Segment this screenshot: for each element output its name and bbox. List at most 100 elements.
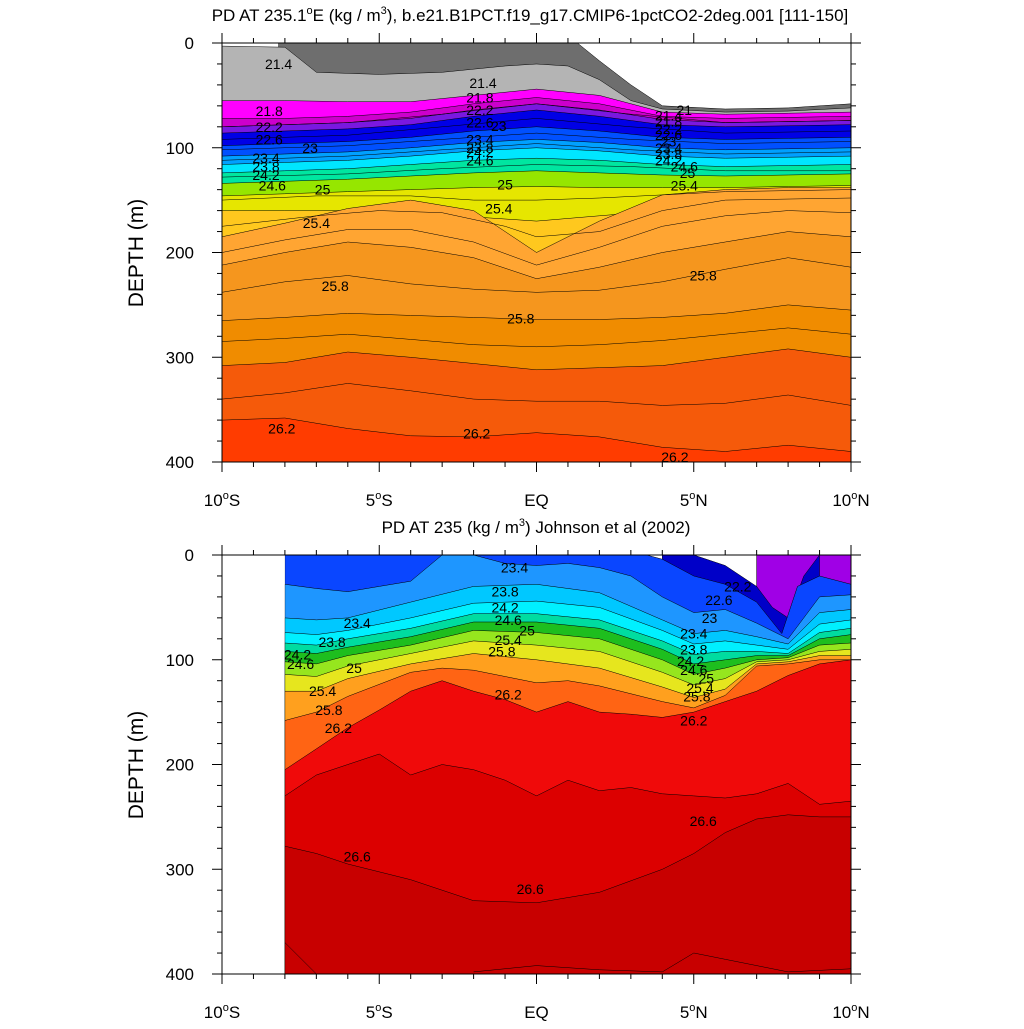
contour-line-7 — [222, 210, 851, 266]
contour-label-13: 22.2 — [466, 102, 493, 118]
contour-label-23: 25 — [699, 671, 715, 687]
x-tick-label: 10oN — [832, 1002, 869, 1022]
contour-label-3: 22.2 — [256, 119, 283, 135]
contour-label-10: 25 — [315, 182, 331, 198]
contour-label-3: 24.6 — [287, 656, 314, 672]
contour-label-5: 25.4 — [309, 683, 336, 699]
contour-line-3 — [222, 143, 851, 161]
axes-observations: 0 100 200 300 400 10oS 5oS EQ 5oN 10oN — [166, 545, 870, 1022]
contour-line-0 — [222, 103, 851, 128]
y-tick-label: 300 — [166, 860, 194, 879]
contour-label-22: 24.6 — [680, 662, 707, 678]
contour-label-12: 25 — [519, 622, 535, 638]
contour-label-19: 23.4 — [680, 626, 707, 642]
contour-label-6: 25.8 — [315, 702, 342, 718]
x-tick-label: 10oN — [832, 490, 869, 510]
contour-lines-model — [222, 103, 851, 406]
contour-label-37: 26.2 — [268, 421, 295, 437]
contour-label-15: 23 — [491, 118, 507, 134]
contour-label-29: 23.8 — [655, 146, 682, 162]
contour-label-28: 23.4 — [655, 140, 682, 156]
contour-label-12: 21.8 — [466, 90, 493, 106]
contour-label-5: 23 — [302, 140, 318, 156]
y-tick-label: 400 — [166, 453, 194, 472]
contour-lines-observations — [284, 942, 851, 974]
contour-label-9: 23.8 — [491, 584, 518, 600]
contour-label-18: 23 — [702, 610, 718, 626]
contour-label-21: 24.2 — [677, 653, 704, 669]
y-tick-label: 400 — [166, 965, 194, 984]
contour-label-16: 23.4 — [466, 131, 493, 147]
contour-label-19: 24.6 — [466, 152, 493, 168]
contour-label-27: 23 — [661, 134, 677, 150]
contour-label-11: 24.6 — [495, 612, 522, 628]
contour-label-14: 25.8 — [488, 643, 515, 659]
contour-label-11: 25.4 — [303, 215, 330, 231]
contour-labels-observations: 23.423.824.224.6 2525.425.826.223.423.824… — [284, 560, 752, 898]
contour-label-0: 23.4 — [344, 615, 371, 631]
contour-line-9 — [222, 327, 851, 348]
contour-label-4: 25 — [346, 660, 362, 676]
contour-label-17: 22.6 — [705, 592, 732, 608]
contour-label-7: 26.2 — [325, 720, 352, 736]
x-tick-label: 10oS — [204, 490, 240, 510]
contour-label-25: 25.8 — [683, 688, 710, 704]
y-tick-label: 0 — [185, 34, 194, 53]
y-tick-label: 300 — [166, 348, 194, 367]
contour-line-4 — [222, 164, 851, 178]
contour-fills-observations — [284, 555, 851, 974]
contour-label-9: 24.6 — [259, 178, 286, 194]
contour-line-1 — [222, 118, 851, 140]
y-tick-label: 200 — [166, 244, 194, 263]
contour-line-6 — [222, 197, 851, 238]
contour-label-35: 25.8 — [507, 311, 534, 327]
contour-label-7: 23.8 — [252, 159, 279, 175]
contour-label-29: 26.6 — [690, 813, 717, 829]
y-axis-label-observations: DEPTH (m) — [125, 711, 148, 820]
plot-area-observations: 23.423.824.224.6 2525.425.826.223.423.824… — [284, 555, 851, 974]
contour-label-13: 25.4 — [495, 632, 522, 648]
x-tick-label: 5oS — [366, 1002, 393, 1022]
contour-line-5 — [222, 189, 851, 201]
contour-label-2: 24.2 — [284, 647, 311, 663]
contour-label-25: 22.2 — [655, 121, 682, 137]
contour-label-8: 23.4 — [501, 560, 528, 576]
contour-label-38: 26.2 — [463, 426, 490, 442]
plot-title-observations: PD AT 235 (kg / m3) Johnson et al (2002) — [382, 517, 691, 537]
x-tick-label: EQ — [524, 1003, 549, 1022]
plot-title-model: PD AT 235.1oE (kg / m3), b.e21.B1PCT.f19… — [212, 5, 849, 25]
contour-label-24: 21.8 — [655, 114, 682, 130]
contour-band-17 — [222, 417, 851, 462]
x-tick-label: EQ — [524, 491, 549, 510]
contour-label-22: 21 — [677, 102, 693, 118]
plot-panel-observations: PD AT 235 (kg / m3) Johnson et al (2002)… — [125, 517, 870, 1022]
contour-label-2: 21.8 — [256, 103, 283, 119]
contour-line-8 — [222, 257, 851, 293]
contour-label-39: 26.2 — [661, 449, 688, 465]
contour-label-6: 23.4 — [252, 150, 279, 166]
contour-line-10 — [222, 383, 851, 406]
y-tick-label: 0 — [185, 546, 194, 565]
y-tick-label: 200 — [166, 756, 194, 775]
contour-label-36: 25.8 — [690, 268, 717, 284]
contour-label-8: 24.2 — [252, 167, 279, 183]
contour-label-1: 21.4 — [469, 75, 496, 91]
plot-panel-model: PD AT 235.1oE (kg / m3), b.e21.B1PCT.f19… — [125, 5, 870, 510]
x-tick-label: 5oS — [366, 490, 393, 510]
x-tick-label: 5oN — [680, 490, 708, 510]
contour-label-16: 22.2 — [724, 578, 751, 594]
contour-line-0 — [284, 942, 317, 974]
contour-label-20: 23.8 — [680, 641, 707, 657]
contour-label-23: 21.4 — [655, 107, 682, 123]
contour-line-2 — [222, 132, 851, 151]
contour-label-20: 25 — [497, 176, 513, 192]
y-axis-label-model: DEPTH (m) — [125, 199, 148, 308]
contour-label-10: 24.2 — [491, 599, 518, 615]
contour-label-27: 26.6 — [344, 849, 371, 865]
y-tick-label: 100 — [166, 651, 194, 670]
contour-label-30: 24.2 — [655, 152, 682, 168]
y-tick-label: 100 — [166, 139, 194, 158]
